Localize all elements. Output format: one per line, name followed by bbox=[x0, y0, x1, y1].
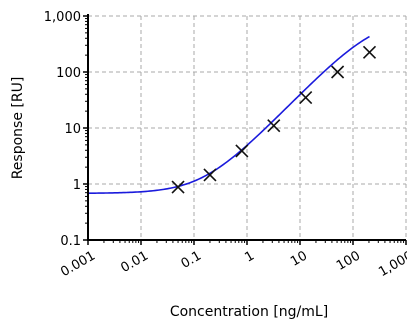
x-tick-label: 0.01 bbox=[118, 248, 151, 275]
data-point-marker bbox=[267, 119, 281, 133]
axes bbox=[83, 14, 407, 245]
marker-stroke bbox=[331, 65, 345, 79]
y-tick-label: 10 bbox=[64, 122, 81, 137]
fit-curve-layer bbox=[87, 35, 370, 195]
fit-curve bbox=[87, 35, 370, 195]
data-markers bbox=[171, 45, 377, 194]
marker-stroke bbox=[267, 119, 281, 133]
marker-stroke bbox=[203, 168, 217, 182]
x-tick-label: 1,000 bbox=[376, 248, 407, 280]
data-point-marker bbox=[235, 144, 249, 158]
y-tick-label: 1 bbox=[73, 178, 81, 193]
y-tick-label: 0.1 bbox=[60, 234, 81, 249]
x-tick-label: 0.001 bbox=[58, 248, 98, 280]
y-tick-label: 100 bbox=[56, 66, 81, 81]
marker-stroke bbox=[362, 45, 377, 59]
marker-stroke bbox=[299, 90, 313, 105]
grid-lines bbox=[88, 15, 407, 240]
y-tick-label: 1,000 bbox=[44, 10, 81, 25]
x-tick-label: 10 bbox=[288, 248, 310, 269]
marker-stroke bbox=[171, 180, 185, 194]
data-point-marker bbox=[171, 180, 185, 194]
data-point-marker bbox=[203, 168, 217, 182]
data-point-marker bbox=[299, 90, 313, 105]
x-tick-label: 100 bbox=[334, 248, 363, 273]
y-axis-title: Response [RU] bbox=[10, 77, 26, 180]
marker-stroke bbox=[235, 144, 249, 158]
x-tick-label: 0.1 bbox=[179, 248, 204, 271]
data-point-marker bbox=[331, 65, 345, 79]
data-point-marker bbox=[362, 45, 377, 59]
x-axis-title: Concentration [ng/mL] bbox=[170, 304, 328, 320]
x-tick-label: 1 bbox=[242, 248, 257, 265]
